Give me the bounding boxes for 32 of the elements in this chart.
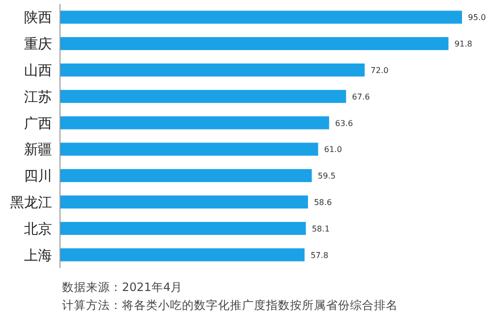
text: 计算方法：将各类小吃的数字化推广度指数按所属省份综合排名 <box>62 298 398 312</box>
data-label: 61.0 <box>324 145 342 154</box>
data-label: 91.8 <box>454 40 472 49</box>
data-label: 57.8 <box>310 250 328 260</box>
bar <box>60 222 306 235</box>
y-tick-label: 陕西 <box>24 10 52 26</box>
bar <box>60 10 462 24</box>
y-tick-label: 山西 <box>24 63 52 79</box>
data-label: 58.1 <box>312 224 330 234</box>
bar <box>60 196 308 208</box>
y-tick-label: 新疆 <box>24 142 52 158</box>
data-label: 95.0 <box>468 13 486 22</box>
data-label: 59.5 <box>318 172 336 181</box>
bar <box>60 169 312 182</box>
y-tick-label: 广西 <box>24 116 52 132</box>
data-label: 58.6 <box>314 198 332 207</box>
y-tick-label: 四川 <box>24 168 52 185</box>
y-tick-label: 黑龙江 <box>10 195 52 211</box>
data-label: 72.0 <box>370 66 388 75</box>
y-tick-label: 重庆 <box>24 36 52 53</box>
bar <box>60 116 330 130</box>
bar <box>60 142 318 156</box>
bar <box>60 64 365 76</box>
source-note: 数据来源：2021年4月 <box>62 280 183 294</box>
y-tick-label: 上海 <box>24 248 52 264</box>
data-label: 67.6 <box>352 92 370 102</box>
data-label: 63.6 <box>335 118 353 128</box>
y-tick-label: 北京 <box>24 221 52 238</box>
bar <box>60 248 305 262</box>
bar <box>60 90 346 103</box>
bar <box>60 37 448 50</box>
y-tick-label: 江苏 <box>24 89 52 106</box>
